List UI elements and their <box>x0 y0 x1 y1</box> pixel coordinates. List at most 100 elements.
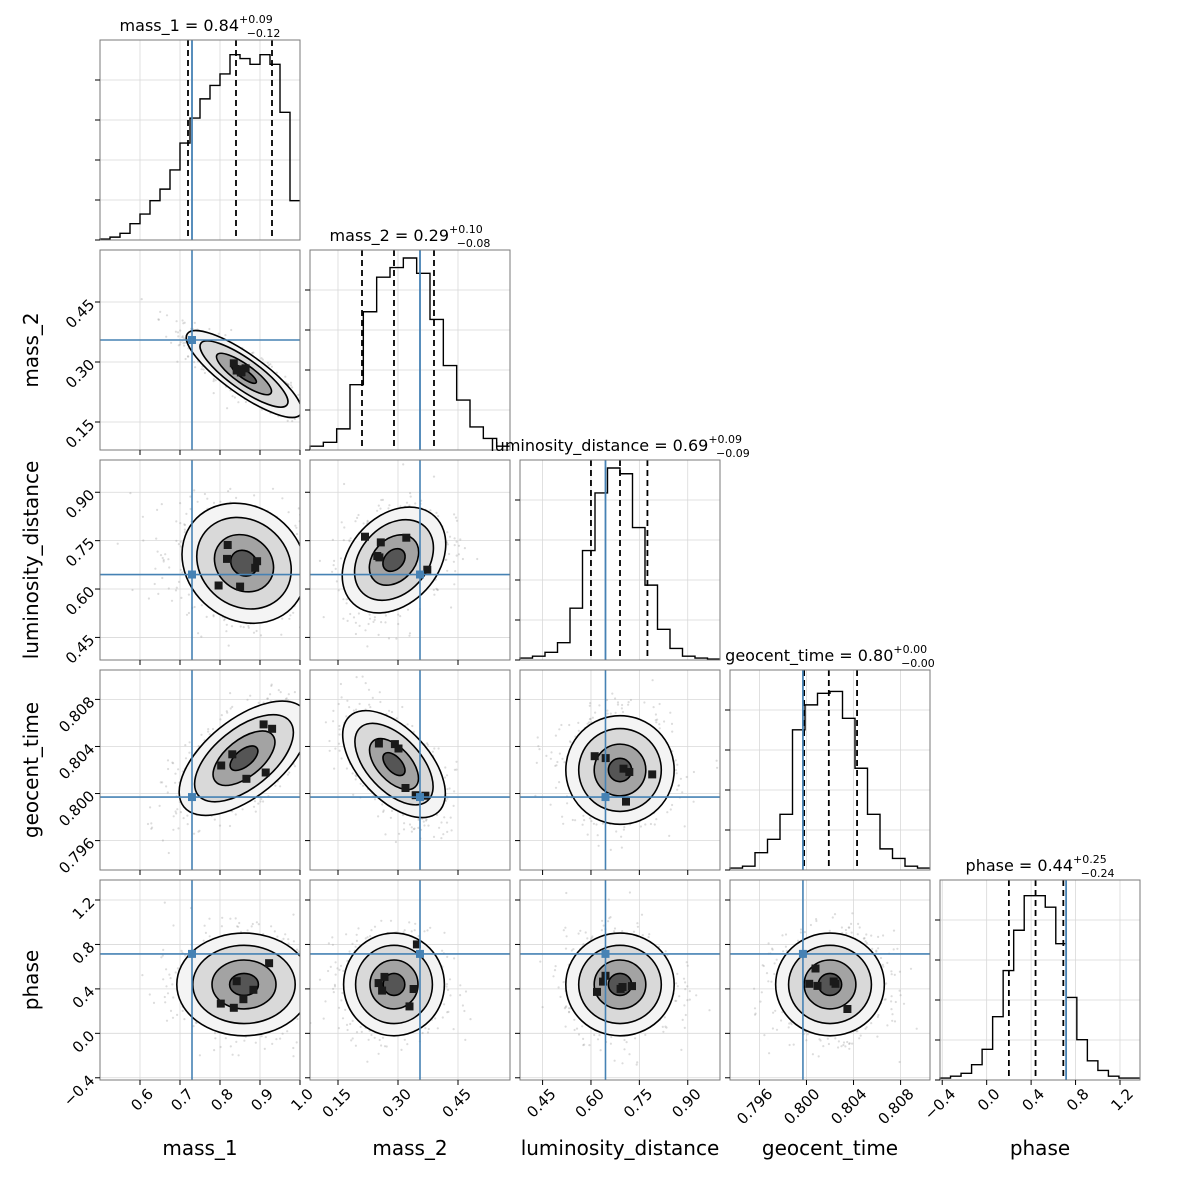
scatter-point <box>609 712 612 715</box>
scatter-point <box>176 331 180 334</box>
scatter-point <box>453 513 456 516</box>
scatter-point <box>303 592 305 594</box>
scatter-point <box>306 563 308 565</box>
scatter-point <box>266 697 269 700</box>
scatter-point <box>164 553 167 556</box>
scatter-point <box>181 319 184 322</box>
scatter-point <box>444 558 447 562</box>
scatter-point <box>715 759 718 762</box>
scatter-point <box>302 565 304 567</box>
scatter-point <box>352 793 355 796</box>
scatter-point <box>440 821 443 824</box>
scatter-point <box>269 363 272 366</box>
scatter-point <box>304 401 306 403</box>
scatter-point <box>194 366 197 369</box>
density-cell <box>228 750 237 759</box>
scatter-point <box>412 828 415 831</box>
scatter-point <box>313 434 315 436</box>
scatter-point <box>306 734 308 736</box>
scatter-point <box>654 719 657 722</box>
scatter-point <box>577 721 580 725</box>
scatter-point <box>174 589 178 592</box>
density-cell <box>421 791 430 800</box>
scatter-point <box>442 833 445 836</box>
scatter-point <box>316 696 318 698</box>
scatter-point <box>335 580 338 583</box>
scatter-point <box>352 616 356 619</box>
scatter-point <box>367 688 371 691</box>
scatter-point <box>369 706 372 709</box>
scatter-point <box>312 570 314 572</box>
scatter-point <box>182 322 185 325</box>
scatter-point <box>212 615 215 618</box>
scatter-point <box>241 808 244 811</box>
scatter-point <box>174 781 177 784</box>
scatter-point <box>212 501 216 504</box>
scatter-point <box>354 632 357 636</box>
scatter-point <box>165 785 168 788</box>
scatter-point <box>212 380 215 383</box>
scatter-point <box>200 604 203 607</box>
scatter-point <box>549 757 553 760</box>
scatter-point <box>302 715 304 717</box>
scatter-point <box>592 822 596 825</box>
scatter-point <box>620 707 624 710</box>
scatter-point <box>161 839 164 842</box>
scatter-point <box>388 709 391 712</box>
scatter-point <box>452 560 455 563</box>
scatter-point <box>295 526 298 529</box>
scatter-point <box>453 537 456 540</box>
scatter-point <box>406 723 409 726</box>
scatter-point <box>197 745 200 748</box>
scatter-point <box>226 407 229 410</box>
scatter-point <box>611 692 614 695</box>
scatter-point <box>401 814 405 817</box>
scatter-point <box>225 630 228 633</box>
scatter-point <box>368 613 371 616</box>
scatter-point <box>390 710 394 714</box>
scatter-point <box>345 715 348 718</box>
density-cell <box>268 724 277 733</box>
scatter-point <box>187 611 190 615</box>
density-cell <box>390 740 399 749</box>
density-cell <box>229 359 238 368</box>
scatter-point <box>330 724 332 726</box>
scatter-point <box>323 749 325 751</box>
scatter-point <box>620 835 623 838</box>
scatter-point <box>423 824 426 827</box>
scatter-point <box>438 826 441 829</box>
scatter-point <box>261 358 264 361</box>
scatter-point <box>414 502 417 505</box>
scatter-point <box>366 645 369 648</box>
scatter-point <box>305 531 307 533</box>
scatter-point <box>303 405 305 407</box>
scatter-point <box>175 812 178 815</box>
scatter-point <box>379 507 382 510</box>
scatter-point <box>269 693 272 696</box>
scatter-point <box>382 810 385 814</box>
scatter-point <box>408 634 411 637</box>
scatter-point <box>142 539 145 542</box>
scatter-point <box>167 767 170 771</box>
scatter-point <box>183 523 187 527</box>
density-cell <box>236 582 245 591</box>
scatter-point <box>331 601 333 603</box>
density-cell <box>402 533 411 542</box>
scatter-point <box>295 532 299 536</box>
scatter-point <box>405 501 409 504</box>
scatter-point <box>293 417 296 421</box>
scatter-point <box>346 619 349 623</box>
scatter-point <box>176 808 179 811</box>
panel-frame <box>99 459 301 661</box>
scatter-point <box>305 417 307 419</box>
scatter-point <box>387 707 389 709</box>
scatter-point <box>433 747 436 750</box>
scatter-point <box>380 498 383 502</box>
scatter-point <box>182 817 185 820</box>
scatter-point <box>179 343 182 346</box>
scatter-point <box>448 787 451 790</box>
density-cell <box>423 565 432 574</box>
scatter-point <box>289 384 293 387</box>
scatter-point <box>450 606 453 609</box>
scatter-point <box>562 822 565 825</box>
